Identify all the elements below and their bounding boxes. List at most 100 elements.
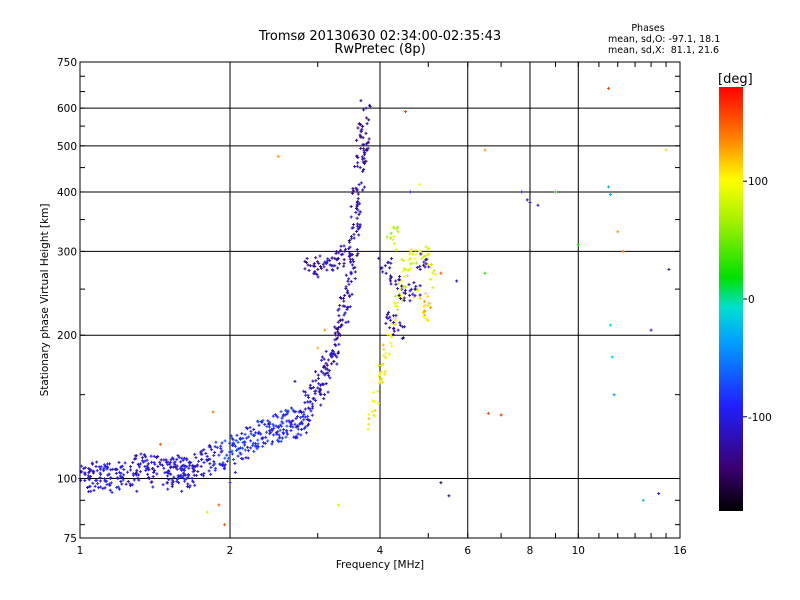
data-point	[289, 422, 293, 426]
data-point	[270, 442, 274, 446]
data-point	[116, 485, 120, 489]
data-point	[276, 425, 280, 429]
data-point	[341, 318, 345, 322]
data-point	[98, 479, 102, 483]
data-point	[272, 424, 276, 428]
data-point	[353, 277, 357, 281]
data-point	[332, 359, 336, 363]
data-point	[308, 419, 312, 423]
data-point	[293, 422, 297, 426]
data-point	[429, 277, 433, 281]
x-tick-label: 16	[673, 545, 687, 557]
data-point	[389, 261, 393, 265]
data-point	[249, 446, 253, 450]
data-point	[155, 472, 159, 476]
data-point	[196, 470, 200, 474]
data-point	[147, 468, 151, 472]
data-point	[641, 498, 645, 502]
data-point	[180, 475, 184, 479]
data-point	[324, 371, 328, 375]
data-point	[426, 318, 430, 322]
data-point	[403, 267, 407, 271]
data-point	[335, 355, 339, 359]
data-point	[433, 272, 437, 276]
data-point	[398, 321, 402, 325]
data-point	[273, 413, 277, 417]
data-point	[147, 476, 151, 480]
data-point	[264, 435, 268, 439]
data-point	[225, 459, 229, 463]
data-point	[393, 322, 397, 326]
data-point	[402, 336, 406, 340]
data-point	[166, 474, 170, 478]
data-point	[447, 494, 451, 498]
data-point	[305, 257, 309, 261]
data-point	[252, 434, 256, 438]
data-point	[373, 400, 377, 404]
data-point	[401, 325, 405, 329]
data-point	[332, 352, 336, 356]
data-point	[362, 108, 366, 112]
x-tick-label: 6	[464, 545, 471, 557]
data-point	[608, 193, 612, 197]
data-point	[411, 252, 415, 256]
data-point	[244, 456, 248, 460]
data-point	[213, 450, 217, 454]
data-point	[291, 408, 295, 412]
data-point	[107, 472, 111, 476]
data-point	[664, 148, 668, 152]
data-point	[209, 472, 213, 476]
data-point	[321, 262, 325, 266]
data-point	[314, 379, 318, 383]
data-point	[381, 380, 385, 384]
data-point	[364, 159, 368, 163]
data-point	[234, 438, 238, 442]
data-point	[426, 253, 430, 257]
data-point	[212, 460, 216, 464]
data-point	[94, 478, 98, 482]
data-point	[422, 263, 426, 267]
data-point	[266, 422, 270, 426]
data-point	[383, 370, 387, 374]
data-point	[339, 325, 343, 329]
data-point	[324, 382, 328, 386]
data-point	[184, 465, 188, 469]
data-point	[301, 414, 305, 418]
data-point	[431, 286, 435, 290]
data-point	[272, 433, 276, 437]
data-point	[394, 318, 398, 322]
data-point	[381, 362, 385, 366]
data-point	[422, 255, 426, 259]
data-point	[333, 325, 337, 329]
phases-o-stats: mean, sd,O: -97.1, 18.1	[608, 34, 720, 45]
data-point	[261, 418, 265, 422]
data-point	[241, 436, 245, 440]
data-point	[342, 264, 346, 268]
data-point	[163, 471, 167, 475]
data-point	[146, 472, 150, 476]
data-point	[316, 275, 320, 279]
data-point	[86, 486, 90, 490]
data-point	[400, 284, 404, 288]
data-point	[136, 462, 140, 466]
data-point	[330, 256, 334, 260]
data-point	[123, 461, 127, 465]
data-point	[367, 422, 371, 426]
data-point	[413, 287, 417, 291]
data-point	[245, 427, 249, 431]
data-point	[256, 442, 260, 446]
data-point	[355, 229, 359, 233]
data-point	[339, 253, 343, 257]
data-point	[83, 479, 87, 483]
data-point	[365, 122, 369, 126]
data-point	[402, 275, 406, 279]
data-point	[209, 465, 213, 469]
data-point	[409, 248, 413, 252]
x-axis-ticks: 1 2 4 6 8 10 16	[77, 62, 687, 557]
data-point	[259, 420, 263, 424]
data-point	[364, 106, 368, 110]
data-point	[372, 413, 376, 417]
data-point	[347, 282, 351, 286]
y-tick-label: 500	[57, 141, 77, 153]
data-point	[349, 252, 353, 256]
